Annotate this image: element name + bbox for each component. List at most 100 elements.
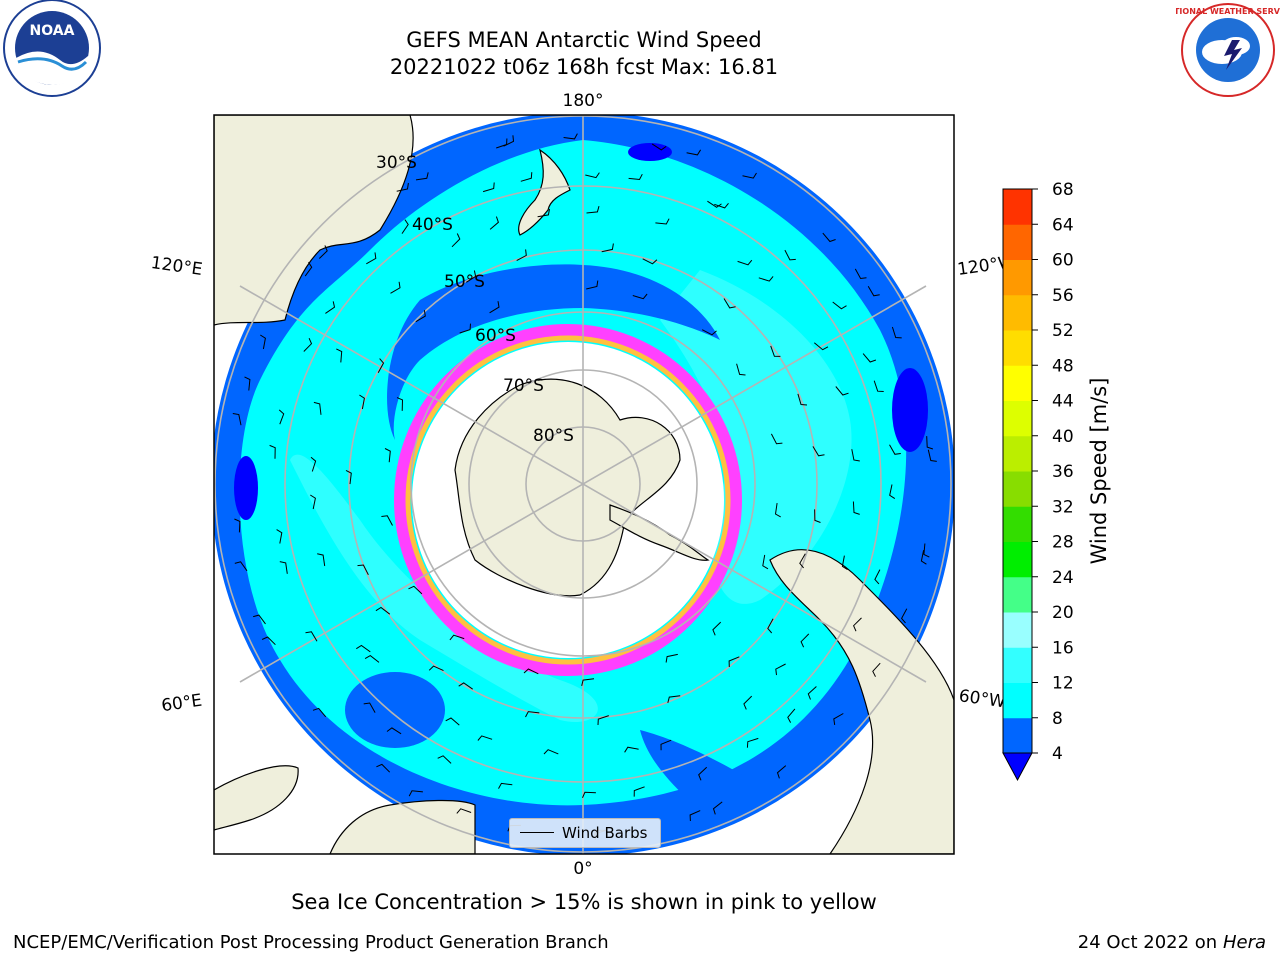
colorbar-tick-label: 28 <box>1052 533 1074 553</box>
wind-barb <box>775 663 786 676</box>
colorbar-segment <box>1003 259 1032 296</box>
wind-barb <box>872 662 881 677</box>
wind-barb <box>736 363 746 376</box>
land-madagascar <box>214 765 299 831</box>
colorbar-segment <box>1003 365 1032 401</box>
wind-zone-under-4-west <box>234 456 258 520</box>
legend: Wind Barbs <box>509 818 661 848</box>
wind-barb <box>762 554 769 570</box>
wind-barb <box>707 200 722 208</box>
colorbar-segment <box>1003 189 1032 225</box>
wind-barb <box>723 298 736 309</box>
lat-label-40s: 40°S <box>412 215 453 235</box>
wind-barb <box>807 686 817 700</box>
wind-barb <box>396 182 409 192</box>
wind-barb <box>317 553 326 567</box>
wind-barb <box>304 261 313 277</box>
wind-barb <box>415 172 429 181</box>
wind-barb <box>714 202 729 209</box>
wind-barb <box>800 633 810 648</box>
wind-barb <box>489 301 500 314</box>
wind-zone-12-16-b <box>290 454 598 722</box>
wind-barb <box>466 270 477 283</box>
wind-barb <box>853 617 862 632</box>
land-antarctica <box>454 378 681 597</box>
wind-barb <box>854 268 867 280</box>
wind-barb <box>234 518 241 533</box>
wind-barb <box>345 469 352 485</box>
lon-label-120e: 120°E <box>150 253 204 280</box>
wind-barb <box>437 755 452 764</box>
wind-barb <box>889 484 896 500</box>
wind-barb <box>813 342 829 351</box>
colorbar-tick-label: 48 <box>1052 356 1074 376</box>
lat-label-60s: 60°S <box>475 326 516 346</box>
meridian-60e-120w <box>239 285 927 683</box>
wind-barb <box>279 561 288 574</box>
colorbar-segment <box>1003 647 1032 683</box>
map-frame <box>213 114 955 855</box>
wind-barb <box>498 782 513 789</box>
wind-zone-4-8-patch <box>345 672 445 748</box>
wind-barb <box>624 746 639 753</box>
colorbar-label: Wind Speed [m/s] <box>1087 378 1111 565</box>
wind-barb <box>390 281 401 294</box>
wind-barb <box>728 656 740 668</box>
footer-date-text: 24 Oct 2022 on <box>1077 932 1218 953</box>
wind-barb <box>867 286 880 297</box>
wind-barb <box>325 301 336 314</box>
wind-barb <box>784 249 796 261</box>
colorbar-tick-label: 12 <box>1052 674 1074 694</box>
wind-barb <box>712 801 723 815</box>
wind-barb <box>586 280 599 290</box>
footer-credit: NCEP/EMC/Verification Post Processing Pr… <box>13 932 609 953</box>
lat-label-70s: 70°S <box>503 376 544 396</box>
wind-barb <box>814 509 821 523</box>
wind-barb <box>305 631 318 642</box>
wind-barb <box>384 448 391 463</box>
noaa-logo: NOAA <box>3 0 101 97</box>
wind-barb <box>737 259 753 266</box>
wind-barb <box>660 739 672 751</box>
colorbar-segment <box>1003 400 1032 437</box>
wind-barb <box>891 326 902 339</box>
wind-barb <box>312 707 327 718</box>
footer-host: Hera <box>1222 932 1266 953</box>
wind-barb <box>633 786 645 797</box>
wind-barb <box>889 444 901 455</box>
colorbar-segment <box>1003 330 1032 366</box>
wind-barb <box>456 808 472 814</box>
wind-barb <box>381 515 393 526</box>
wind-barb <box>665 653 678 663</box>
wind-barb <box>537 208 550 218</box>
colorbar-segment <box>1003 576 1032 613</box>
wind-barb <box>449 634 465 641</box>
wind-barb <box>923 543 930 558</box>
colorbar-tick-label: 36 <box>1052 462 1074 482</box>
wind-barb <box>477 735 493 741</box>
colorbar-frame <box>1002 188 1033 754</box>
colorbar-tick-label: 40 <box>1052 427 1074 447</box>
wind-barb <box>874 569 881 585</box>
wind-barb <box>774 503 781 518</box>
wind-barb <box>232 413 242 426</box>
lat-label-50s: 50°S <box>444 272 485 292</box>
wind-barb <box>525 711 540 718</box>
wind-barb <box>787 708 796 723</box>
wind-barb <box>234 561 248 572</box>
wind-barb <box>336 348 343 363</box>
wind-barb <box>582 791 596 798</box>
wind-barb <box>318 245 328 259</box>
nws-logo: NATIONAL WEATHER SERVICE <box>1176 3 1280 97</box>
colorbar-tick-label: 64 <box>1052 215 1074 235</box>
colorbar-segment <box>1003 471 1032 507</box>
lon-label-180: 180° <box>563 91 604 111</box>
wind-barb <box>581 678 595 687</box>
wind-barb <box>812 446 825 457</box>
wind-barb <box>642 258 658 265</box>
lat-label-80s: 80°S <box>533 426 574 446</box>
wind-barb <box>520 172 533 182</box>
wind-barb <box>244 376 251 391</box>
colorbar-tick-label: 44 <box>1052 392 1074 412</box>
